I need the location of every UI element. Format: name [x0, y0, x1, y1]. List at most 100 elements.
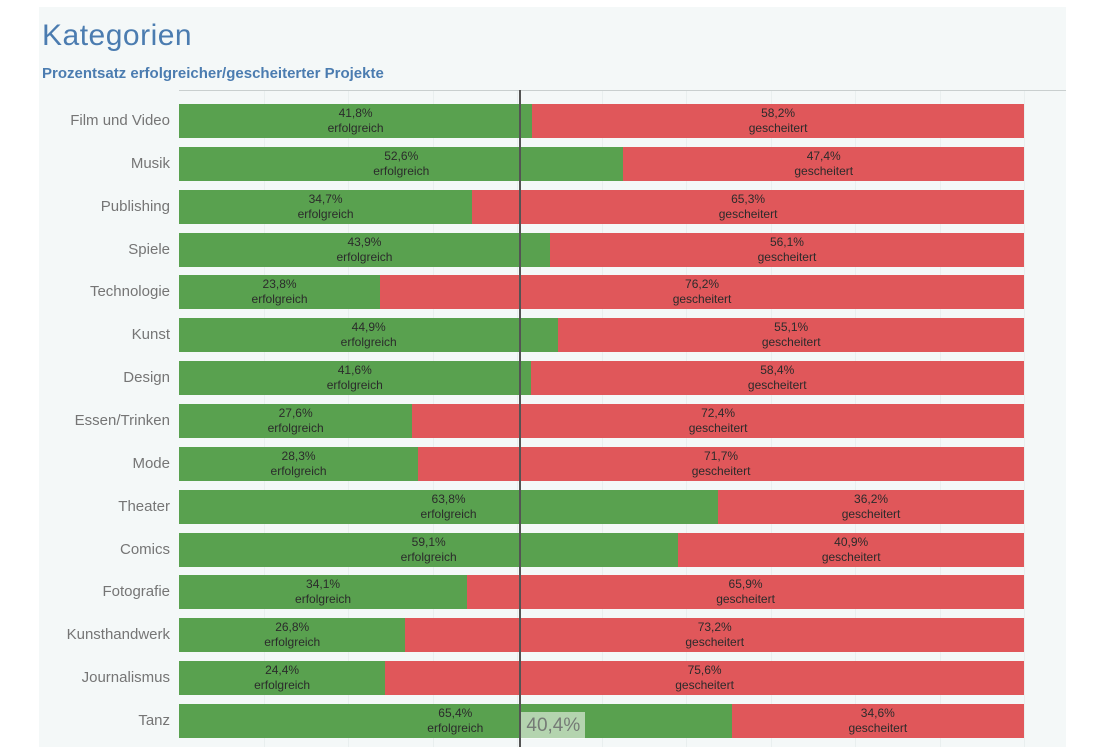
- bar-segment-gescheitert[interactable]: 73,2% gescheitert: [405, 618, 1024, 653]
- bar-value-label: 27,6%: [278, 406, 313, 421]
- bar-segment-erfolgreich[interactable]: 24,4% erfolgreich: [179, 661, 386, 696]
- bar-track: 26,8% erfolgreich 73,2% gescheitert: [179, 618, 1024, 653]
- category-label[interactable]: Design: [123, 369, 170, 387]
- bar-segment-gescheitert[interactable]: 58,4% gescheitert: [530, 361, 1024, 396]
- bar-track: 27,6% erfolgreich 72,4% gescheitert: [179, 404, 1024, 439]
- bar-series-label: erfolgreich: [373, 163, 430, 178]
- bar-segment-gescheitert[interactable]: 55,1% gescheitert: [558, 318, 1024, 353]
- category-label[interactable]: Technologie: [89, 283, 170, 301]
- bar-value-label: 28,3%: [281, 448, 316, 463]
- bar-segment-erfolgreich[interactable]: 41,6% erfolgreich: [179, 361, 531, 396]
- reference-line[interactable]: [519, 90, 522, 747]
- category-row: Musik 52,6% erfolgreich 47,4% gescheiter…: [39, 146, 1066, 190]
- category-row: Theater 63,8% erfolgreich 36,2% gescheit…: [39, 489, 1066, 533]
- bar-value-label: 34,6%: [860, 706, 895, 721]
- bar-segment-gescheitert[interactable]: 36,2% gescheitert: [718, 489, 1024, 524]
- bar-segment-gescheitert[interactable]: 65,9% gescheitert: [467, 575, 1024, 610]
- bar-segment-erfolgreich[interactable]: 44,9% erfolgreich: [179, 318, 559, 353]
- bar-segment-gescheitert[interactable]: 40,9% gescheitert: [678, 532, 1024, 567]
- bar-segment-gescheitert[interactable]: 71,7% gescheitert: [418, 446, 1024, 481]
- bar-series-label: erfolgreich: [326, 378, 383, 393]
- category-row: Journalismus 24,4% erfolgreich 75,6% ges…: [39, 661, 1066, 704]
- bar-segment-gescheitert[interactable]: 72,4% gescheitert: [412, 404, 1024, 439]
- bar-value-label: 58,2%: [761, 106, 796, 120]
- category-label[interactable]: Fotografie: [102, 583, 170, 601]
- bar-segment-erfolgreich[interactable]: 27,6% erfolgreich: [179, 404, 413, 439]
- bar-segment-erfolgreich[interactable]: 23,8% erfolgreich: [179, 275, 381, 310]
- category-label[interactable]: Kunsthandwerk: [66, 626, 170, 644]
- bar-value-label: 75,6%: [687, 663, 722, 678]
- category-row: Film und Video 41,8% erfolgreich 58,2% g…: [39, 104, 1066, 147]
- bar-segment-erfolgreich[interactable]: 43,9% erfolgreich: [179, 232, 550, 267]
- bar-series-label: gescheitert: [848, 721, 908, 736]
- category-label[interactable]: Mode: [132, 454, 170, 472]
- chart-title: Kategorien: [42, 19, 193, 52]
- category-label[interactable]: Essen/Trinken: [74, 412, 170, 430]
- bar-track: 41,8% erfolgreich 58,2% gescheitert: [179, 104, 1024, 138]
- bar-track: 44,9% erfolgreich 55,1% gescheitert: [179, 318, 1024, 353]
- bar-series-label: erfolgreich: [400, 549, 457, 564]
- bar-value-label: 41,6%: [337, 363, 372, 378]
- bar-segment-gescheitert[interactable]: 75,6% gescheitert: [385, 661, 1024, 696]
- bar-value-label: 34,1%: [306, 577, 341, 592]
- bar-segment-gescheitert[interactable]: 76,2% gescheitert: [380, 275, 1024, 310]
- bar-value-label: 65,3%: [731, 191, 766, 206]
- bar-series-label: erfolgreich: [295, 592, 352, 607]
- bar-segment-erfolgreich[interactable]: 65,4% erfolgreich: [179, 704, 732, 739]
- bar-series-label: erfolgreich: [267, 421, 324, 436]
- bar-segment-erfolgreich[interactable]: 34,1% erfolgreich: [179, 575, 468, 610]
- category-label[interactable]: Musik: [130, 154, 170, 172]
- bar-value-label: 55,1%: [774, 320, 809, 335]
- category-row: Essen/Trinken 27,6% erfolgreich 72,4% ge…: [39, 404, 1066, 447]
- bar-segment-erfolgreich[interactable]: 41,8% erfolgreich: [179, 104, 533, 138]
- rows: Film und Video 41,8% erfolgreich 58,2% g…: [39, 104, 1066, 747]
- bar-segment-erfolgreich[interactable]: 34,7% erfolgreich: [179, 189, 473, 224]
- bar-series-label: gescheitert: [761, 335, 821, 350]
- bar-track: 23,8% erfolgreich 76,2% gescheitert: [179, 275, 1024, 310]
- category-label[interactable]: Theater: [118, 497, 170, 515]
- bar-segment-gescheitert[interactable]: 34,6% gescheitert: [731, 704, 1024, 739]
- bar-segment-erfolgreich[interactable]: 28,3% erfolgreich: [179, 446, 419, 481]
- bar-value-label: 44,9%: [351, 320, 386, 335]
- category-label[interactable]: Kunst: [131, 326, 170, 344]
- category-row: Tanz 65,4% erfolgreich 34,6% gescheitert: [39, 704, 1066, 747]
- bar-series-label: erfolgreich: [427, 721, 484, 736]
- bar-value-label: 71,7%: [704, 448, 739, 463]
- bar-track: 43,9% erfolgreich 56,1% gescheitert: [179, 232, 1024, 267]
- category-label[interactable]: Tanz: [138, 712, 170, 730]
- bar-value-label: 24,4%: [265, 663, 300, 678]
- bar-series-label: gescheitert: [675, 678, 734, 693]
- bar-value-label: 76,2%: [685, 277, 720, 292]
- bar-segment-erfolgreich[interactable]: 63,8% erfolgreich: [179, 489, 719, 524]
- plot-area: Film und Video 41,8% erfolgreich 58,2% g…: [39, 90, 1066, 747]
- bar-value-label: 63,8%: [431, 491, 466, 506]
- category-row: Kunst 44,9% erfolgreich 55,1% gescheiter…: [39, 318, 1066, 361]
- bar-series-label: erfolgreich: [340, 335, 397, 350]
- bar-track: 24,4% erfolgreich 75,6% gescheitert: [179, 661, 1024, 696]
- bar-segment-gescheitert[interactable]: 65,3% gescheitert: [472, 189, 1024, 224]
- category-label[interactable]: Journalismus: [81, 669, 170, 687]
- category-label[interactable]: Publishing: [100, 197, 170, 215]
- bar-segment-erfolgreich[interactable]: 26,8% erfolgreich: [179, 618, 406, 653]
- bar-segment-gescheitert[interactable]: 56,1% gescheitert: [549, 232, 1024, 267]
- bar-series-label: gescheitert: [841, 506, 901, 521]
- bar-value-label: 36,2%: [854, 491, 889, 506]
- category-row: Comics 59,1% erfolgreich 40,9% gescheite…: [39, 532, 1066, 576]
- reference-line-value-badge: 40,4%: [521, 712, 586, 739]
- bar-value-label: 26,8%: [275, 620, 310, 635]
- gridline: [1024, 90, 1025, 747]
- bar-series-label: erfolgreich: [327, 121, 384, 135]
- bar-value-label: 59,1%: [411, 534, 446, 549]
- bar-value-label: 56,1%: [769, 234, 804, 249]
- bar-track: 52,6% erfolgreich 47,4% gescheitert: [179, 146, 1024, 181]
- category-label[interactable]: Spiele: [128, 240, 170, 258]
- category-row: Technologie 23,8% erfolgreich 76,2% gesc…: [39, 275, 1066, 318]
- category-label[interactable]: Comics: [119, 540, 170, 558]
- bar-segment-gescheitert[interactable]: 47,4% gescheitert: [623, 146, 1024, 181]
- chart-subtitle: Prozentsatz erfolgreicher/gescheiterter …: [42, 65, 384, 82]
- category-label[interactable]: Film und Video: [70, 112, 170, 129]
- bar-segment-erfolgreich[interactable]: 59,1% erfolgreich: [179, 532, 679, 567]
- bar-segment-gescheitert[interactable]: 58,2% gescheitert: [532, 104, 1024, 138]
- bar-series-label: erfolgreich: [270, 463, 327, 478]
- bar-segment-erfolgreich[interactable]: 52,6% erfolgreich: [179, 146, 624, 181]
